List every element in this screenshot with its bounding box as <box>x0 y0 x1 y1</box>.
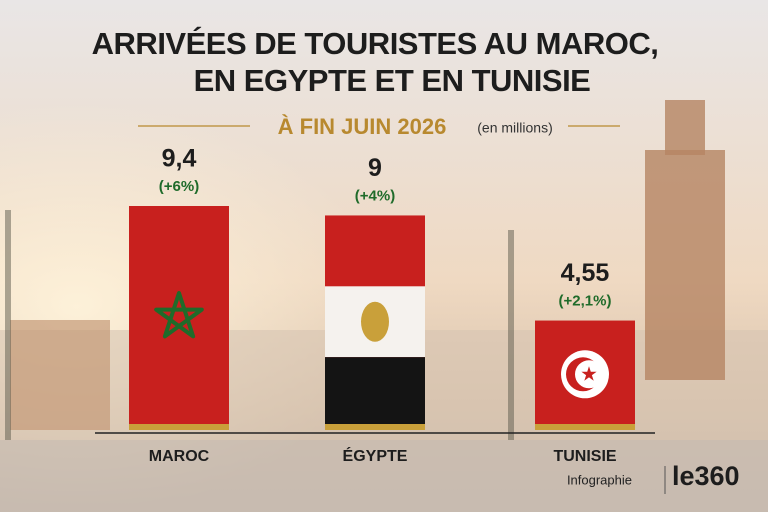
unit-label: (en millions) <box>477 120 552 136</box>
value-label: 9,4 <box>162 145 197 173</box>
value-label: 4,55 <box>561 259 610 287</box>
flag-stripe <box>325 357 425 428</box>
change-label: (+6%) <box>159 178 199 195</box>
flag-star <box>154 291 204 339</box>
flag-emblem <box>361 301 389 342</box>
flag-star <box>581 366 597 381</box>
category-label: MAROC <box>149 448 210 465</box>
title-line: ARRIVÉES DE TOURISTES AU MAROC, <box>92 26 659 61</box>
bar <box>129 206 229 428</box>
bar-base <box>129 424 229 430</box>
title-line: EN EGYPTE ET EN TUNISIE <box>194 63 591 98</box>
value-label: 9 <box>368 154 382 182</box>
change-label: (+4%) <box>355 187 395 204</box>
footer-brand: le360 <box>672 461 740 491</box>
footer-label: Infographie <box>567 472 632 487</box>
change-label: (+2,1%) <box>559 293 612 310</box>
category-label: TUNISIE <box>553 448 616 465</box>
subtitle: À FIN JUIN 2026 <box>278 114 447 139</box>
bar-base <box>535 424 635 430</box>
category-label: ÉGYPTE <box>343 446 408 465</box>
bar-base <box>325 424 425 430</box>
